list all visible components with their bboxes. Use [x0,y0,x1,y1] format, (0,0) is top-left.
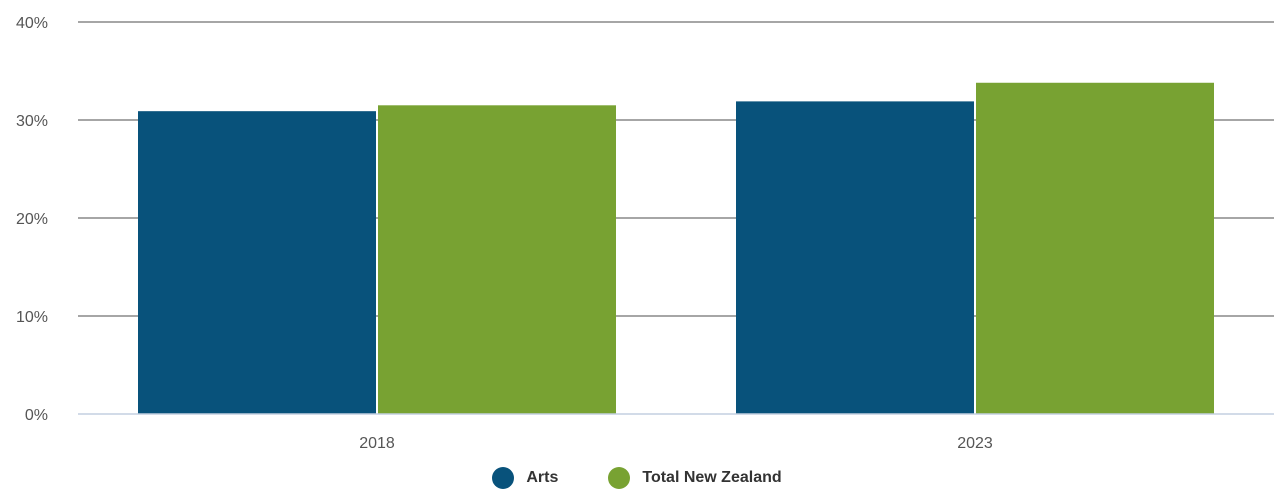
y-tick-label: 0% [25,407,48,424]
bar-arts-2018[interactable] [138,111,376,415]
bar-arts-2023[interactable] [736,101,974,414]
legend-label: Total New Zealand [642,469,782,486]
legend-item-arts[interactable]: Arts [492,467,558,489]
legend-dot-icon [492,467,515,489]
y-tick-label: 30% [16,113,48,130]
bar-total-new-zealand-2018[interactable] [378,105,616,415]
bars [138,82,1214,415]
legend-label: Arts [526,469,559,486]
legend-item-total-new-zealand[interactable]: Total New Zealand [608,467,782,489]
legend-dot-icon [608,467,631,489]
axes: 0% 10% 20% 30% 40% 2018 2023 [16,15,1274,452]
bar-total-new-zealand-2023[interactable] [976,82,1214,414]
x-tick-label: 2018 [359,435,395,452]
legend: Arts Total New Zealand [0,464,1274,492]
y-tick-label: 10% [16,309,48,326]
y-tick-label: 20% [16,211,48,228]
y-tick-label: 40% [16,15,48,32]
bar-chart: 0% 10% 20% 30% 40% 2018 2023 [16,15,1274,452]
x-tick-label: 2023 [957,435,993,452]
